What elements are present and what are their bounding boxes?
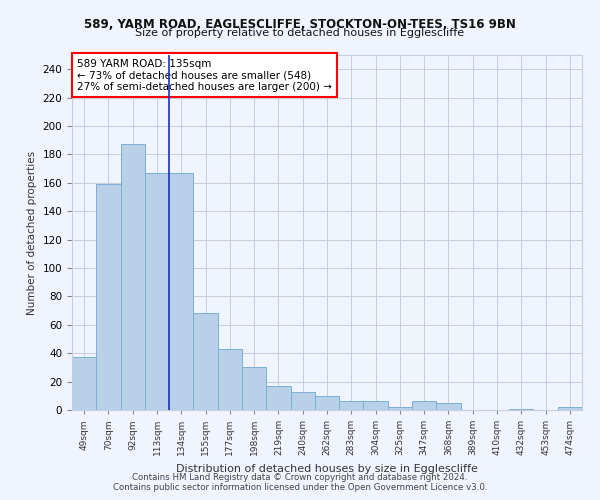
Y-axis label: Number of detached properties: Number of detached properties (27, 150, 37, 314)
Bar (388, 407, 412, 410)
X-axis label: Distribution of detached houses by size in Egglescliffe: Distribution of detached houses by size … (176, 464, 478, 473)
Bar (193, 314, 218, 410)
Text: Size of property relative to detached houses in Egglescliffe: Size of property relative to detached ho… (136, 28, 464, 38)
Bar (96, 184, 121, 410)
Bar (364, 402, 388, 410)
Bar (412, 402, 436, 410)
Bar (169, 173, 193, 410)
Bar (290, 392, 315, 410)
Bar (436, 403, 461, 410)
Bar (72, 358, 96, 410)
Text: 589 YARM ROAD: 135sqm
← 73% of detached houses are smaller (548)
27% of semi-det: 589 YARM ROAD: 135sqm ← 73% of detached … (77, 58, 332, 92)
Bar (121, 144, 145, 410)
Text: Contains HM Land Registry data © Crown copyright and database right 2024.
Contai: Contains HM Land Registry data © Crown c… (113, 473, 487, 492)
Bar (558, 407, 582, 410)
Bar (315, 396, 339, 410)
Bar (145, 173, 169, 410)
Bar (242, 368, 266, 410)
Bar (266, 386, 290, 410)
Text: 589, YARM ROAD, EAGLESCLIFFE, STOCKTON-ON-TEES, TS16 9BN: 589, YARM ROAD, EAGLESCLIFFE, STOCKTON-O… (84, 18, 516, 30)
Bar (509, 408, 533, 410)
Bar (339, 402, 364, 410)
Bar (218, 349, 242, 410)
